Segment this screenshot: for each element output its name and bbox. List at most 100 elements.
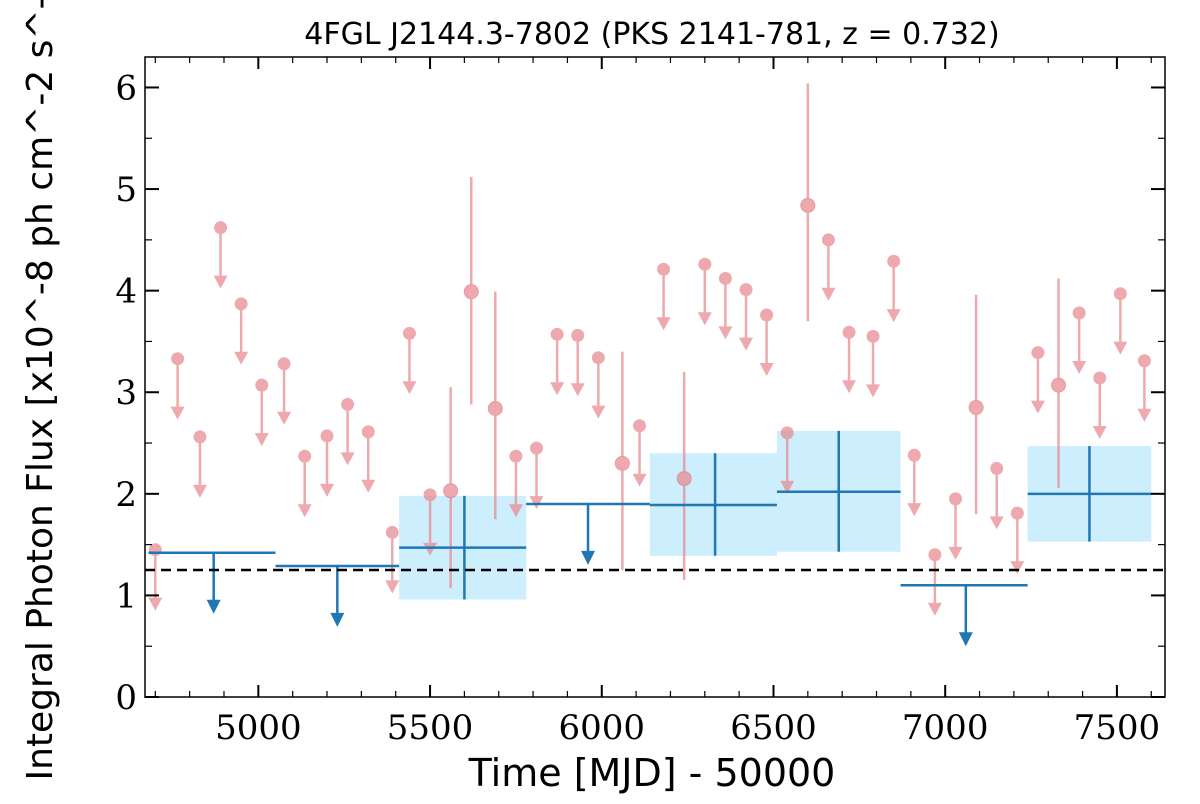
y-tick-label: 4	[115, 272, 137, 312]
short-bin-upper-limit	[1030, 346, 1045, 414]
short-ul-marker	[1093, 371, 1107, 385]
short-bin-upper-limit	[170, 352, 185, 420]
short-ul-arrow-head	[170, 406, 185, 420]
short-ul-arrow-head	[550, 382, 565, 396]
short-ul-marker	[760, 308, 774, 322]
short-bin-upper-limit	[759, 308, 774, 376]
short-det-marker	[487, 400, 503, 416]
short-bin-upper-limit	[866, 329, 881, 398]
short-ul-arrow-head	[1072, 360, 1087, 374]
short-ul-marker	[509, 449, 523, 463]
short-bin-detection	[968, 294, 984, 515]
chart-title: 4FGL J2144.3-7802 (PKS 2141-781, z = 0.7…	[304, 17, 999, 52]
short-bin-upper-limit	[550, 327, 565, 396]
short-ul-marker	[234, 297, 248, 311]
short-ul-marker	[739, 283, 753, 297]
short-bin-upper-limit	[277, 357, 292, 425]
short-ul-arrow-head	[886, 309, 901, 323]
short-det-marker	[1051, 377, 1067, 393]
short-ul-marker	[780, 426, 794, 440]
short-bin-upper-limit	[192, 430, 207, 498]
y-tick-label: 0	[115, 678, 137, 718]
long-ul-arrow-head	[330, 612, 345, 627]
short-bin-upper-limit	[213, 221, 228, 289]
short-ul-marker	[402, 326, 416, 340]
short-bin-upper-limit	[402, 326, 417, 395]
short-ul-arrow-head	[1137, 408, 1152, 422]
short-bin-upper-limit	[1113, 287, 1128, 355]
short-ul-arrow-head	[508, 504, 523, 518]
plot-frame	[144, 56, 1166, 698]
y-tick-label: 5	[115, 170, 137, 210]
short-bin-upper-limit	[780, 426, 795, 494]
short-bin-upper-limit	[1137, 354, 1152, 422]
long-bin-layer	[148, 430, 1152, 647]
short-bin-upper-limit	[529, 441, 544, 510]
short-ul-marker	[990, 461, 1004, 475]
x-tick-label: 7000	[902, 708, 989, 748]
short-ul-marker	[571, 328, 585, 342]
short-bin-detection	[614, 351, 630, 571]
x-tick-label: 5000	[215, 708, 302, 748]
short-ul-marker	[821, 233, 835, 247]
short-bin-upper-limit	[989, 461, 1004, 530]
x-axis-label: Time [MJD] - 50000	[468, 751, 836, 795]
short-ul-marker	[928, 548, 942, 562]
short-ul-arrow-head	[632, 473, 647, 487]
short-bin-upper-limit	[591, 351, 606, 419]
short-ul-marker	[633, 419, 647, 433]
short-ul-arrow-head	[234, 351, 249, 365]
short-bin-upper-limit	[842, 325, 857, 394]
short-bin-upper-limit	[234, 297, 249, 365]
long-ul-arrow-head	[206, 599, 221, 614]
long-ul-arrow-head	[958, 632, 973, 647]
short-bin-upper-limit	[927, 548, 942, 616]
long-ul-arrow-head	[581, 550, 596, 565]
short-ul-arrow-head	[1010, 561, 1025, 575]
y-tick-label: 1	[115, 576, 137, 616]
short-bin-upper-limit	[297, 449, 312, 518]
short-bin-upper-limit	[423, 488, 438, 556]
short-ul-marker	[298, 449, 312, 463]
short-ul-marker	[361, 425, 375, 439]
short-bin-detection	[1051, 278, 1067, 488]
short-ul-marker	[842, 325, 856, 339]
short-ul-marker	[341, 397, 355, 411]
short-ul-arrow-head	[254, 433, 269, 447]
short-ul-marker	[698, 257, 712, 271]
short-ul-marker	[214, 221, 228, 235]
short-ul-arrow-head	[866, 384, 881, 398]
short-ul-arrow-head	[320, 483, 335, 497]
short-bin-detection	[443, 387, 459, 589]
short-ul-arrow-head	[340, 452, 355, 466]
short-ul-arrow-head	[591, 405, 606, 419]
short-ul-arrow-head	[570, 383, 585, 397]
short-ul-arrow-head	[718, 326, 733, 340]
y-tick-label: 6	[115, 68, 137, 108]
short-bin-upper-limit	[361, 425, 376, 493]
short-det-marker	[800, 197, 816, 213]
short-ul-marker	[718, 271, 732, 285]
short-bin-detection	[676, 371, 692, 581]
short-bin-upper-limit	[1010, 506, 1025, 575]
short-bin-upper-limit	[632, 419, 647, 487]
short-bin-upper-limit	[821, 233, 836, 301]
short-bin-upper-limit	[656, 262, 671, 331]
short-ul-marker	[887, 254, 901, 268]
y-tick-label: 3	[115, 373, 137, 413]
short-bin-upper-limit	[718, 271, 733, 340]
short-bin-upper-limit	[570, 328, 585, 397]
short-ul-marker	[1113, 287, 1127, 301]
short-ul-arrow-head	[780, 480, 795, 494]
short-ul-arrow-head	[402, 381, 417, 395]
short-ul-marker	[657, 262, 671, 276]
short-ul-marker	[255, 378, 269, 392]
short-det-marker	[676, 471, 692, 487]
short-ul-arrow-head	[361, 479, 376, 493]
short-ul-arrow-head	[656, 317, 671, 331]
short-bin-detection	[800, 83, 816, 322]
short-bin-upper-limit	[948, 492, 963, 560]
short-ul-marker	[1031, 346, 1045, 360]
short-ul-arrow-head	[192, 484, 207, 498]
